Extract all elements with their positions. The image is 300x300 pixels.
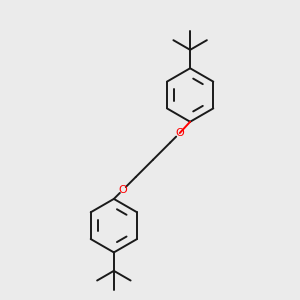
Text: O: O — [118, 185, 127, 195]
Text: O: O — [175, 128, 184, 138]
